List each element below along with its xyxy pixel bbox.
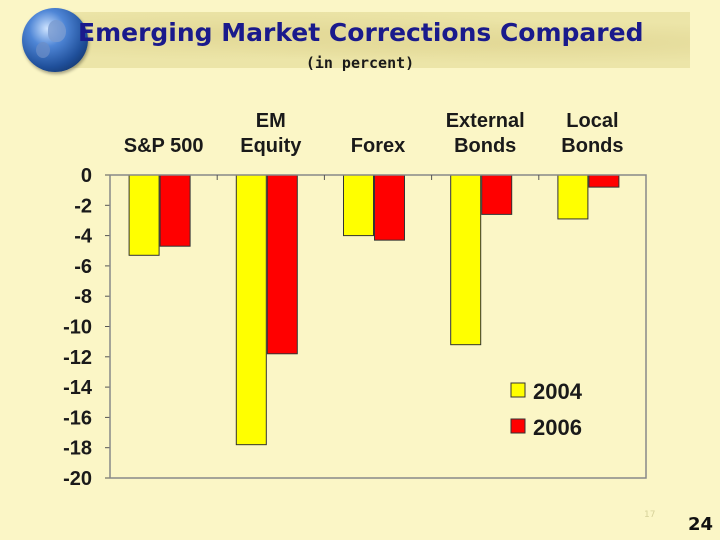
title-banner bbox=[62, 12, 690, 68]
plot-frame bbox=[109, 174, 647, 479]
category-label: Bonds bbox=[561, 135, 623, 157]
page-subtitle: (in percent) bbox=[305, 54, 415, 72]
legend-swatch-2004 bbox=[510, 382, 526, 398]
y-tick-label: -10 bbox=[63, 317, 92, 339]
category-labels: S&P 500 EM Equity Forex External Bonds Local Bo… bbox=[124, 110, 624, 157]
category-label: Forex bbox=[351, 135, 405, 157]
y-tick-label: -12 bbox=[63, 347, 92, 369]
category-label: Bonds bbox=[454, 135, 516, 157]
bar-2004 bbox=[557, 174, 589, 220]
globe-land-shape bbox=[48, 20, 66, 42]
bar-2004 bbox=[128, 174, 160, 256]
bar-2006 bbox=[588, 174, 620, 188]
globe-land-shape bbox=[36, 42, 50, 58]
y-tick-label: -4 bbox=[74, 226, 93, 248]
y-tick-label: 0 bbox=[81, 165, 92, 187]
legend-label-2004: 2004 bbox=[533, 379, 583, 404]
bar-series bbox=[128, 174, 620, 446]
y-tick-label: -6 bbox=[74, 256, 92, 278]
globe-icon bbox=[22, 8, 88, 72]
page-title: Emerging Market Corrections Compared bbox=[78, 18, 644, 47]
category-label: EM bbox=[256, 110, 286, 132]
category-label: Local bbox=[566, 110, 618, 132]
bar-2006 bbox=[374, 174, 405, 241]
y-tick-label: -18 bbox=[63, 438, 92, 460]
bar-2006 bbox=[159, 174, 191, 247]
y-axis: 0 -2 -4 -6 -8 -10 -12 -14 -16 -18 -20 bbox=[63, 165, 110, 490]
legend: 2004 2006 bbox=[510, 379, 583, 440]
bar-2004 bbox=[235, 174, 267, 446]
y-tick-label: -20 bbox=[63, 468, 92, 490]
y-tick-label: -2 bbox=[74, 195, 92, 217]
page-number: 24 bbox=[688, 514, 714, 535]
bar-2004 bbox=[450, 174, 482, 346]
y-tick-label: -16 bbox=[63, 407, 92, 429]
legend-swatch-2006 bbox=[510, 418, 526, 434]
y-tick-label: -14 bbox=[63, 377, 93, 399]
y-tick-label: -8 bbox=[74, 286, 92, 308]
category-label: Equity bbox=[240, 135, 302, 157]
category-label: S&P 500 bbox=[124, 135, 204, 157]
bar-2006 bbox=[266, 174, 298, 355]
bar-2004 bbox=[343, 174, 374, 237]
legend-label-2006: 2006 bbox=[533, 415, 582, 440]
bar-2006 bbox=[481, 174, 513, 215]
category-label: External bbox=[446, 110, 525, 132]
footnote: 17 bbox=[644, 510, 656, 520]
